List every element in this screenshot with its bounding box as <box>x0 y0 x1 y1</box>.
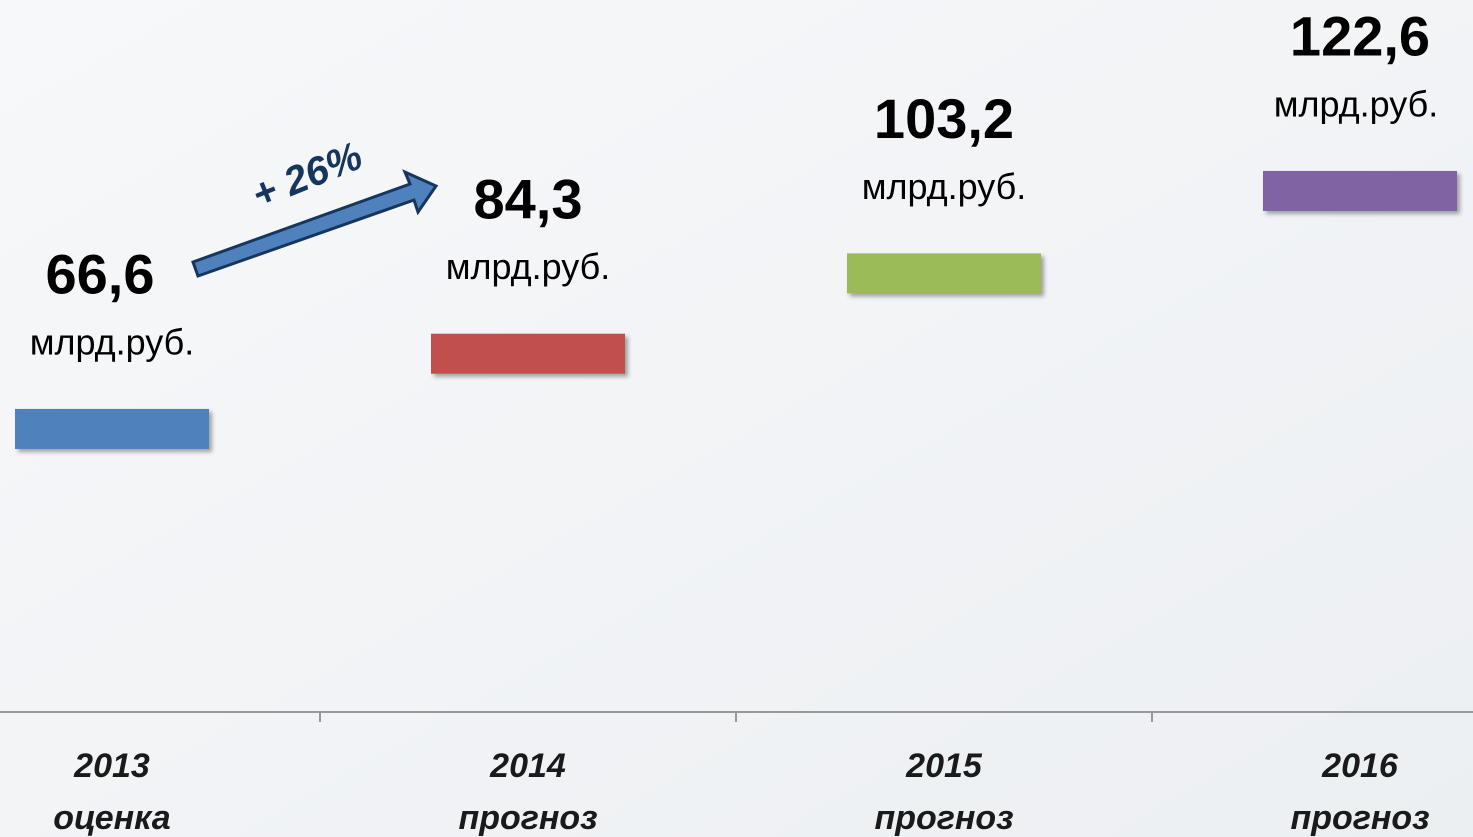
x-tick-label: прогноз <box>1290 799 1429 837</box>
x-tick-label: прогноз <box>458 799 597 837</box>
x-tick-label: 2013 <box>73 747 150 785</box>
x-tick-label: 2015 <box>905 747 983 785</box>
unit-label: млрд.руб. <box>30 321 195 362</box>
x-tick-label: прогноз <box>874 799 1013 837</box>
marker <box>847 253 1041 294</box>
value-label: 103,2 <box>874 87 1014 150</box>
x-tick-label: 2014 <box>489 747 566 785</box>
marker <box>15 408 209 449</box>
x-tick-label: 2016 <box>1321 747 1399 785</box>
unit-label: млрд.руб. <box>446 246 611 287</box>
value-label: 122,6 <box>1290 5 1430 68</box>
unit-label: млрд.руб. <box>862 166 1027 207</box>
x-tick-label: оценка <box>53 799 170 837</box>
growth-arrow <box>191 169 439 278</box>
marker <box>1263 170 1457 211</box>
unit-label: млрд.руб. <box>1274 83 1439 124</box>
value-label: 66,6 <box>46 243 155 306</box>
value-label: 84,3 <box>474 168 583 231</box>
marker <box>431 333 625 374</box>
